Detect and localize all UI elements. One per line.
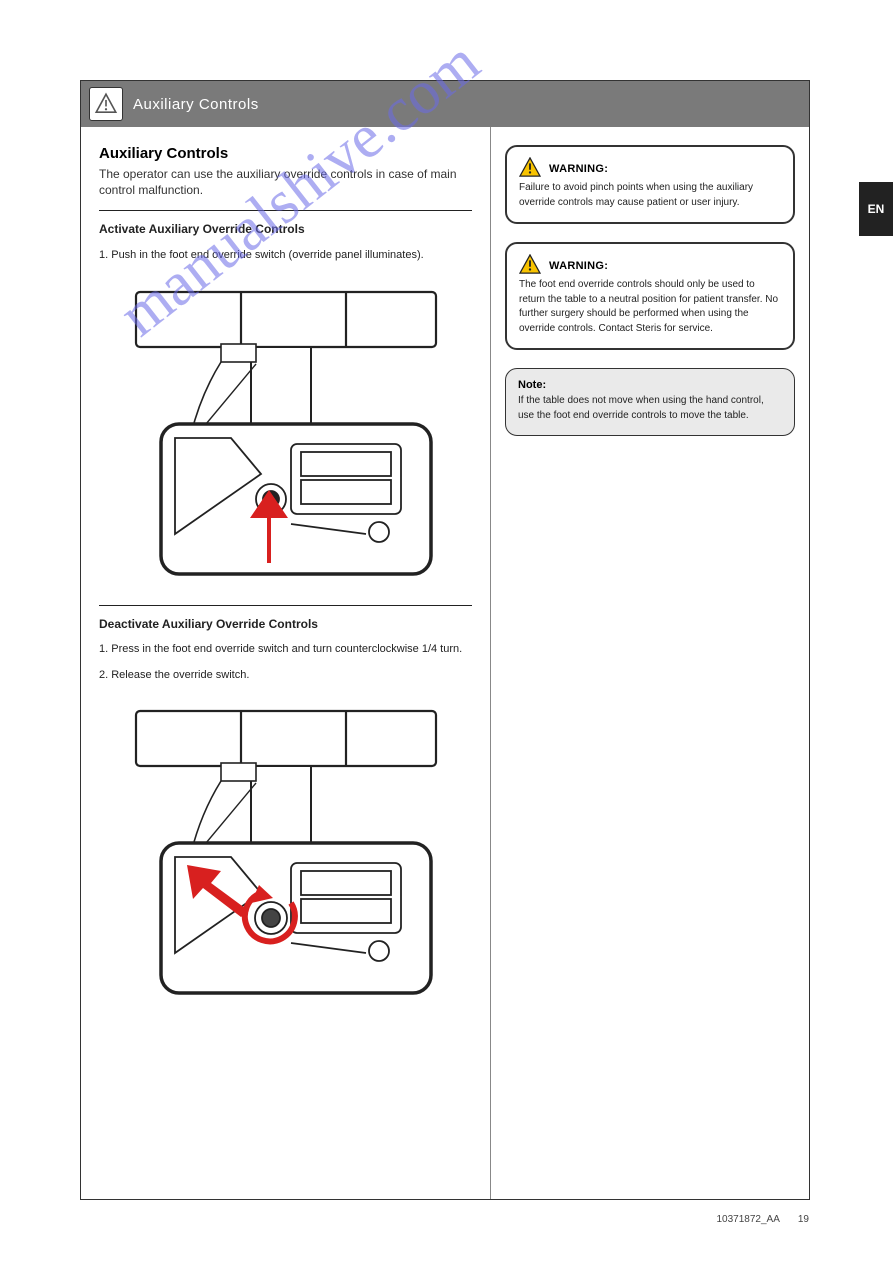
section-header: Auxiliary Controls: [81, 81, 809, 127]
page-heading: Auxiliary Controls: [99, 145, 472, 162]
warning-triangle-icon: [519, 254, 541, 274]
note-title: Note:: [518, 379, 782, 391]
warning-2-head: WARNING:: [519, 254, 781, 274]
warning-triangle-icon: [519, 157, 541, 177]
block2-step1: 1. Press in the foot end override switch…: [99, 642, 472, 657]
illustration-2: [121, 693, 451, 1008]
language-tab: EN: [859, 182, 893, 236]
illustration-1: [121, 274, 451, 589]
table-diagram-1-icon: [121, 274, 451, 589]
warning-box-2: WARNING: The foot end override controls …: [505, 242, 795, 350]
note-box: Note: If the table does not move when us…: [505, 368, 795, 436]
table-diagram-2-icon: [121, 693, 451, 1008]
block1-step: 1. Push in the foot end override switch …: [99, 248, 472, 263]
page-footer: 10371872_AA 19: [716, 1214, 809, 1225]
content-columns: Auxiliary Controls The operator can use …: [81, 127, 809, 1199]
warning-2-text: The foot end override controls should on…: [519, 278, 781, 336]
doc-number: 10371872_AA: [716, 1214, 779, 1225]
warning-1-title: WARNING:: [549, 160, 608, 175]
divider-2: [99, 605, 472, 606]
page-subtext: The operator can use the auxiliary overr…: [99, 166, 472, 198]
manual-page: Auxiliary Controls Auxiliary Controls Th…: [80, 80, 810, 1200]
block2-step2: 2. Release the override switch.: [99, 668, 472, 683]
right-column: WARNING: Failure to avoid pinch points w…: [491, 127, 809, 1199]
page-number: 19: [798, 1214, 809, 1225]
warning-1-text: Failure to avoid pinch points when using…: [519, 181, 781, 210]
warning-2-title: WARNING:: [549, 257, 608, 272]
note-text: If the table does not move when using th…: [518, 394, 782, 423]
block2-title: Deactivate Auxiliary Override Controls: [99, 616, 472, 633]
override-icon: [89, 87, 123, 121]
warning-1-head: WARNING:: [519, 157, 781, 177]
left-column: Auxiliary Controls The operator can use …: [81, 127, 491, 1199]
section-title: Auxiliary Controls: [133, 96, 259, 113]
block1-title: Activate Auxiliary Override Controls: [99, 221, 472, 238]
divider: [99, 210, 472, 211]
caution-triangle-icon: [93, 91, 119, 117]
warning-box-1: WARNING: Failure to avoid pinch points w…: [505, 145, 795, 224]
